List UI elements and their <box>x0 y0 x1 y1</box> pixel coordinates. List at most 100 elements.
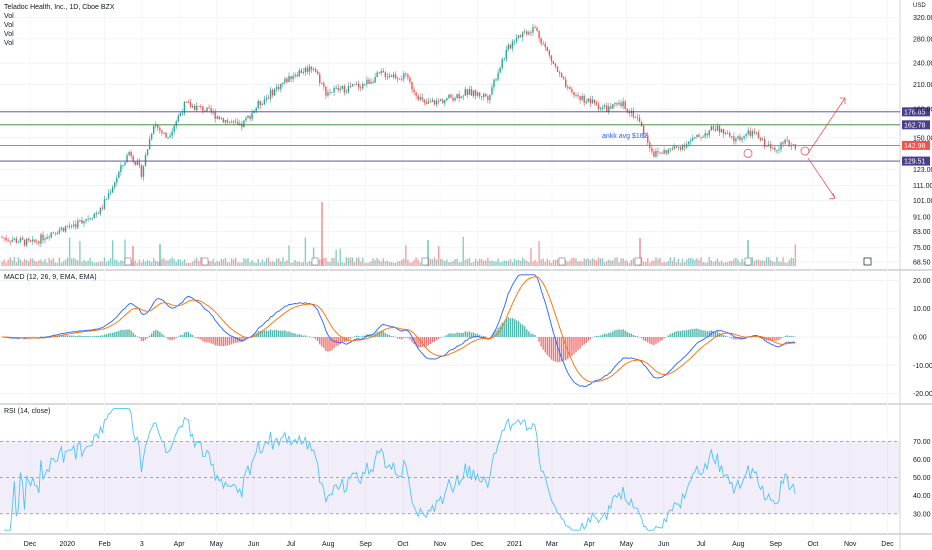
volume-bar <box>727 262 729 266</box>
candle <box>437 100 440 102</box>
candle <box>13 238 15 240</box>
event-markers[interactable] <box>124 257 872 266</box>
candle <box>497 72 499 80</box>
macd-histogram-bar <box>534 335 536 337</box>
volume-bar <box>491 260 493 266</box>
macd-histogram-bar <box>21 337 24 338</box>
time-tick-label: Dec <box>471 541 484 548</box>
volume-bar <box>271 260 274 266</box>
macd-histogram-bar <box>487 337 489 338</box>
candle <box>456 94 458 99</box>
macd-histogram-bar <box>733 337 735 340</box>
volume-bar <box>415 257 417 266</box>
candle <box>122 164 124 166</box>
candle <box>446 98 448 101</box>
candle <box>692 137 694 141</box>
macd-histogram-bar <box>130 330 132 337</box>
vol-label[interactable]: Vol <box>4 31 14 38</box>
symbol-title[interactable]: Teladoc Health, Inc., 1D, Cboe BZX <box>4 4 115 11</box>
price-levels[interactable]: 176.65 162.78 142.98 129.51 <box>0 107 930 166</box>
macd-tick-label: 20.00 <box>913 278 931 285</box>
macd-histogram-bar <box>571 337 573 356</box>
volume-bar <box>776 257 778 266</box>
macd-histogram-bar <box>610 332 612 337</box>
volume-bar <box>743 261 745 266</box>
time-tick-label: Sep <box>359 541 372 548</box>
macd-histogram-bar <box>179 335 182 337</box>
macd-histogram-bar <box>634 335 637 337</box>
macd-histogram-bar <box>372 334 374 337</box>
rsi-title[interactable]: RSI (14, close) <box>4 408 51 415</box>
time-tick-label: Jul <box>287 541 296 548</box>
volume-bar <box>212 258 214 266</box>
candle <box>175 121 177 126</box>
macd-histogram-bar <box>708 330 710 337</box>
rsi-tick-label: 50.00 <box>913 475 931 482</box>
volume-bar <box>107 260 110 266</box>
macd-histogram-bar <box>528 331 530 337</box>
candle <box>413 89 415 93</box>
candle <box>310 66 313 70</box>
macd-histogram-bar <box>382 331 384 337</box>
earnings-marker <box>558 257 566 266</box>
vol-label[interactable]: Vol <box>4 22 14 29</box>
candle <box>720 129 723 133</box>
candle <box>50 232 52 238</box>
volume-bar <box>544 261 546 266</box>
candle <box>448 94 450 99</box>
rsi-pane[interactable] <box>0 408 900 531</box>
volume-bar <box>538 241 540 266</box>
candle <box>560 73 563 78</box>
earnings-marker <box>634 257 642 266</box>
candle <box>77 220 79 228</box>
candle <box>540 38 542 44</box>
macd-histogram-bar <box>196 337 198 338</box>
macd-histogram-bar <box>517 321 520 337</box>
vol-label[interactable]: Vol <box>4 40 14 47</box>
candle <box>325 86 327 96</box>
candle <box>507 44 510 50</box>
candle <box>161 130 163 133</box>
candle <box>323 83 325 87</box>
candle <box>724 132 727 134</box>
macd-histogram-bar <box>331 337 333 351</box>
macd-histogram-bar <box>431 337 434 343</box>
macd-histogram-bar <box>460 332 462 337</box>
volume-bar <box>708 257 710 266</box>
macd-histogram-bar <box>698 329 700 337</box>
macd-histogram-bar <box>136 336 138 337</box>
vol-label[interactable]: Vol <box>4 13 14 20</box>
macd-histogram-bar <box>85 335 87 337</box>
candle <box>64 226 67 232</box>
macd-histogram-bar <box>107 333 110 337</box>
candle <box>431 100 434 102</box>
macd-histogram-bar <box>343 337 346 343</box>
macd-histogram-bar <box>601 334 604 337</box>
macd-pane[interactable] <box>1 274 797 387</box>
candle <box>132 156 134 162</box>
price-pane[interactable] <box>1 24 797 248</box>
volume-bar <box>384 261 387 266</box>
candle <box>284 78 286 83</box>
volume-bar <box>435 259 438 266</box>
volume-bar <box>620 258 622 266</box>
volume-bar <box>187 262 190 266</box>
macd-histogram-bar <box>177 336 179 337</box>
user-drawings[interactable]: ankk avg $162 <box>602 97 846 200</box>
candle <box>9 240 11 242</box>
macd-histogram-bar <box>142 337 145 342</box>
volume-bar <box>686 259 688 266</box>
volume-bar <box>239 262 241 266</box>
candle <box>239 123 241 125</box>
candle <box>470 89 473 96</box>
macd-histogram-bar <box>501 322 503 337</box>
macd-histogram-bar <box>230 337 233 345</box>
candle <box>390 75 393 78</box>
candle <box>349 85 352 87</box>
candle <box>659 152 661 154</box>
macd-histogram-bar <box>425 337 428 347</box>
macd-title[interactable]: MACD (12, 26, 9, EMA, EMA) <box>4 274 97 281</box>
volume-bar <box>509 258 512 266</box>
macd-histogram-bar <box>114 332 116 337</box>
